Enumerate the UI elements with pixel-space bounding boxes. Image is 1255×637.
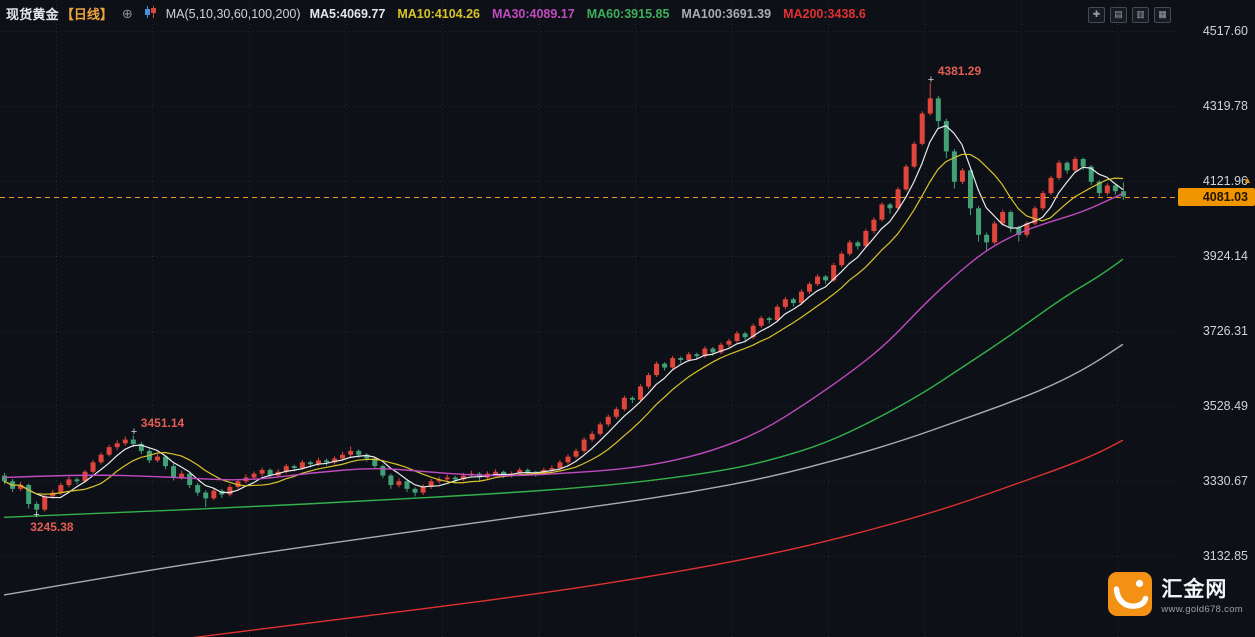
ma-legend-value: MA100:3691.39 — [681, 6, 772, 21]
y-axis-label: 4517.60 — [1202, 24, 1248, 38]
pane-split-icon[interactable]: ▥ — [1132, 7, 1149, 23]
price-annotation: 3451.14 — [140, 416, 185, 431]
symbol-title: 现货黄金 — [6, 7, 59, 22]
price-annotation: 4381.29 — [937, 63, 982, 78]
pan-tool-icon[interactable]: ✚ — [1088, 7, 1105, 23]
ma-legend-value: MA30:4089.17 — [492, 6, 575, 21]
ma-group-label: MA(5,10,30,60,100,200) — [165, 6, 301, 21]
site-url: www.gold678.com — [1161, 603, 1243, 615]
pane-chart-icon[interactable]: ▤ — [1110, 7, 1127, 23]
chart-header: 现货黄金 【日线】 ⊕ MA(5,10,30,60,100,200) MA5:4… — [6, 0, 866, 27]
chart-toolbar: ✚ ▤ ▥ ▦ — [1088, 7, 1171, 23]
extreme-marker-icon: + — [927, 73, 935, 86]
y-axis-label: 4319.78 — [1202, 98, 1248, 113]
extreme-marker-icon: + — [130, 426, 138, 439]
last-price-badge: 4081.03 — [1178, 187, 1255, 206]
ma-legend-value: MA5:4069.77 — [309, 6, 386, 21]
ma-legend-value: MA200:3438.6 — [783, 6, 866, 21]
price-up-arrow-icon: ▲ — [1243, 174, 1252, 185]
chart-type-icon[interactable] — [144, 5, 157, 23]
ma-legend-value: MA10:4104.26 — [397, 6, 481, 21]
ma-legend: MA5:4069.77 MA10:4104.26 MA30:4089.17 MA60:… — [310, 7, 866, 21]
add-indicator-icon[interactable]: ⊕ — [121, 6, 133, 21]
period-selector[interactable]: 【日线】 — [60, 7, 113, 22]
pane-grid-icon[interactable]: ▦ — [1154, 7, 1171, 23]
y-axis-label: 4121.96 — [1202, 173, 1248, 188]
price-axis[interactable]: 4517.60 4319.78 4121.96 3924.14 3726.31 3528.… — [1178, 0, 1255, 637]
y-axis-label: 3924.14 — [1202, 248, 1248, 263]
y-axis-label: 3132.85 — [1202, 549, 1248, 563]
site-name: 汇金网 — [1161, 577, 1228, 601]
price-annotation: 3245.38 — [30, 520, 74, 535]
ma-legend-value: MA60:3915.85 — [586, 6, 670, 21]
y-axis-label: 3330.67 — [1202, 474, 1248, 488]
extreme-marker-icon: + — [33, 509, 40, 522]
y-axis-label: 3726.31 — [1202, 324, 1248, 338]
site-watermark: 汇金网 www.gold678.com — [1108, 572, 1243, 621]
y-axis-label: 3528.49 — [1202, 399, 1248, 413]
site-logo-icon — [1108, 572, 1153, 621]
